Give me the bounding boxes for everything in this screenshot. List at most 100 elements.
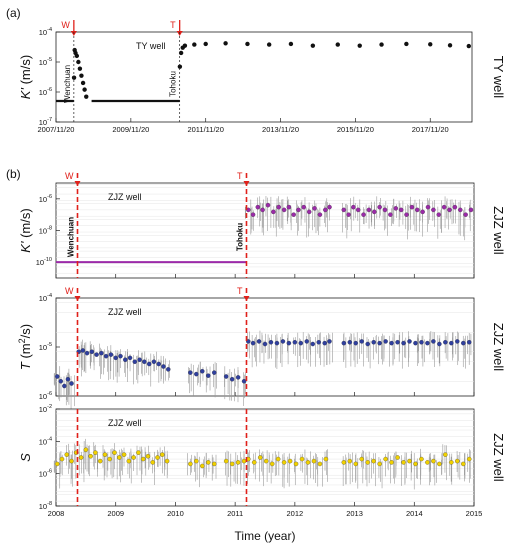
data-point — [401, 460, 406, 465]
data-point — [250, 340, 256, 346]
x-tick-label: 2010 — [167, 509, 184, 518]
data-point — [269, 461, 275, 467]
data-point — [306, 209, 312, 215]
data-point — [301, 204, 307, 210]
data-point — [371, 458, 376, 464]
data-point — [245, 41, 250, 47]
data-point — [177, 64, 183, 69]
data-point — [82, 87, 87, 92]
data-point — [275, 456, 281, 462]
data-point — [322, 340, 327, 346]
y-tick-label: 10-2 — [39, 404, 52, 414]
data-point — [80, 80, 86, 86]
well-side-label: ZJZ well — [491, 433, 506, 482]
data-point — [323, 207, 328, 213]
data-point — [449, 340, 454, 346]
x-tick-label: 2011 — [227, 509, 243, 518]
data-point — [419, 340, 424, 345]
data-point — [151, 359, 157, 365]
data-point — [359, 339, 364, 344]
event-marker: W — [65, 171, 74, 181]
data-point — [304, 339, 310, 344]
plot-frame — [55, 408, 475, 507]
data-point — [353, 461, 359, 467]
data-point — [58, 378, 64, 384]
data-point — [83, 447, 89, 453]
data-point — [296, 207, 301, 213]
data-point — [64, 452, 69, 457]
y-tick-label: 10-7 — [39, 117, 52, 127]
data-point — [366, 207, 372, 213]
data-point — [117, 455, 122, 460]
data-point — [76, 59, 81, 65]
panel-label-b: (b) — [6, 167, 21, 181]
data-point — [84, 350, 90, 356]
data-point — [79, 73, 84, 78]
data-point — [281, 207, 287, 213]
data-point — [188, 461, 193, 467]
data-point — [431, 207, 436, 213]
event-label: Tohoku — [235, 223, 244, 251]
x-tick-label: 2009/11/20 — [112, 125, 149, 134]
data-point — [461, 340, 466, 346]
data-point — [317, 212, 323, 217]
data-point — [59, 456, 65, 462]
event-arrowhead — [74, 296, 81, 301]
y-tick-label: 10-10 — [36, 257, 52, 267]
chart-title: ZJZ well — [108, 192, 142, 202]
data-point — [407, 339, 412, 344]
data-point — [108, 352, 114, 357]
x-tick-label: 2013 — [346, 509, 363, 518]
data-point — [287, 458, 293, 464]
data-point — [260, 207, 265, 213]
data-point — [161, 364, 166, 369]
data-point — [160, 452, 165, 457]
y-axis-label: T (m2/s) — [17, 324, 33, 370]
data-point — [347, 458, 353, 464]
data-point — [458, 207, 463, 213]
data-point — [461, 461, 466, 467]
data-point — [54, 374, 60, 379]
data-point — [250, 212, 256, 217]
data-point — [413, 340, 418, 346]
event-marker: W — [65, 286, 74, 296]
data-point — [398, 207, 404, 213]
x-tick-label: 2012 — [287, 509, 304, 518]
data-point — [89, 349, 95, 354]
data-point — [223, 458, 229, 464]
y-tick-label: 10-8 — [39, 501, 52, 511]
data-point — [107, 456, 112, 462]
data-point — [112, 450, 117, 455]
data-point — [351, 204, 356, 210]
data-point — [404, 41, 409, 47]
data-point — [84, 94, 89, 99]
data-point — [262, 341, 268, 347]
data-point — [379, 42, 384, 47]
data-point — [211, 461, 217, 467]
data-point — [206, 373, 211, 378]
data-point — [132, 359, 138, 365]
data-point — [298, 340, 304, 346]
data-point — [312, 206, 317, 211]
x-tick-label: 2013/11/20 — [262, 125, 299, 134]
data-point — [136, 450, 141, 455]
data-point — [316, 340, 321, 345]
x-tick-label: 2011/11/20 — [187, 125, 223, 134]
data-point — [126, 458, 132, 464]
data-point — [276, 204, 281, 210]
data-point — [443, 340, 448, 345]
data-point — [291, 212, 296, 217]
data-point — [69, 381, 74, 386]
data-point — [347, 340, 353, 345]
data-point — [178, 50, 184, 56]
data-point — [93, 450, 98, 455]
plot-frame — [55, 31, 473, 123]
data-point — [377, 340, 382, 346]
data-point — [436, 212, 442, 217]
data-point — [263, 458, 269, 464]
data-point — [323, 456, 329, 462]
data-point — [407, 458, 412, 464]
event-marker: T — [170, 20, 176, 30]
data-point — [449, 460, 454, 465]
data-point — [292, 340, 298, 345]
